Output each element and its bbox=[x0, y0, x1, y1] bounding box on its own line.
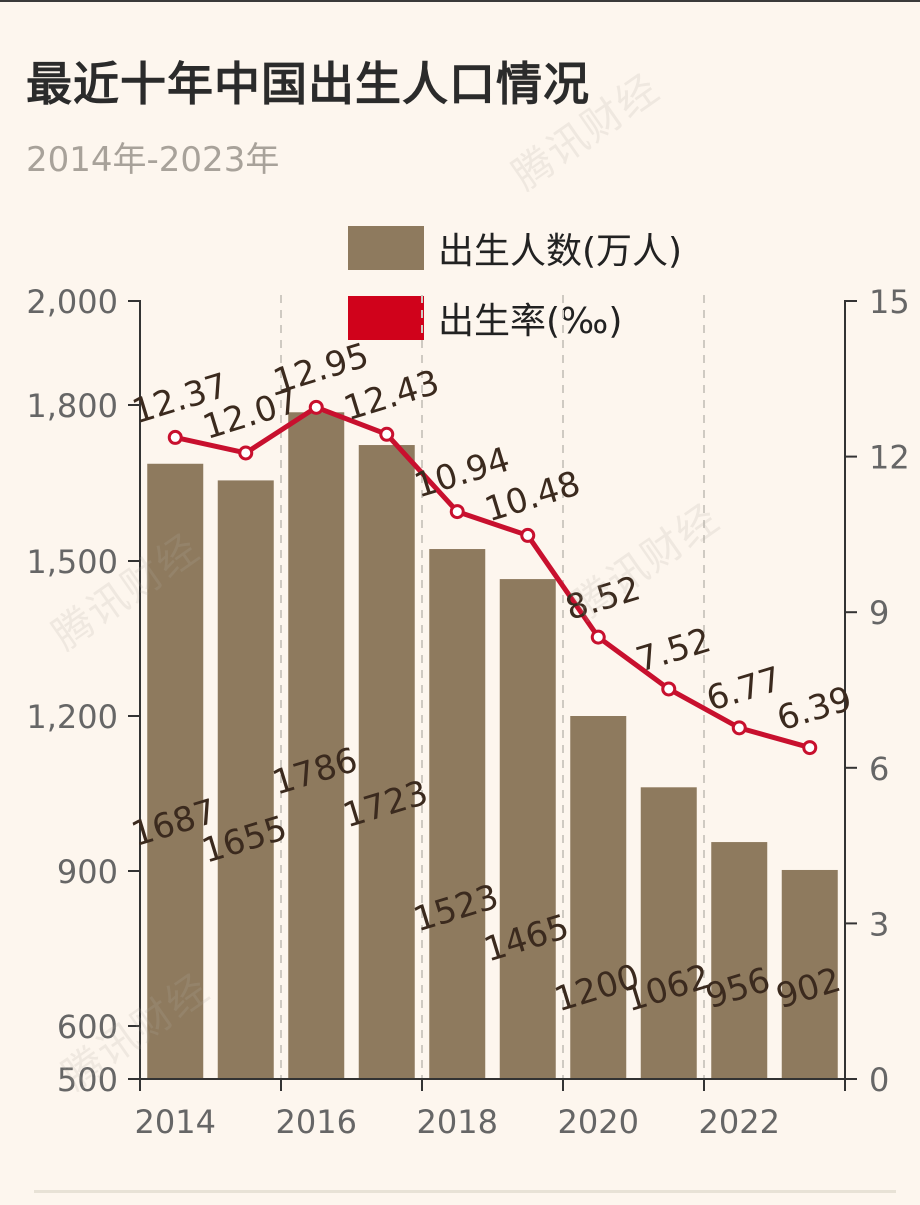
birth-rate-value-label: 7.52 bbox=[631, 620, 715, 680]
bar bbox=[358, 445, 415, 1079]
bar bbox=[217, 480, 274, 1079]
chart-subtitle: 2014年-2023年 bbox=[26, 140, 280, 180]
birth-rate-point bbox=[379, 426, 395, 442]
birth-rate-point bbox=[520, 527, 536, 543]
bar bbox=[570, 716, 627, 1079]
bottom-rule bbox=[34, 1190, 896, 1193]
bar bbox=[499, 579, 556, 1079]
chart-title: 最近十年中国出生人口情况 bbox=[26, 57, 590, 111]
y-right-tick-label: 12 bbox=[869, 439, 910, 477]
bar bbox=[147, 463, 204, 1079]
birth-rate-point bbox=[590, 629, 606, 645]
bar bbox=[429, 549, 486, 1079]
x-tick-label: 2022 bbox=[699, 1103, 780, 1141]
y-left-tick-label: 1,800 bbox=[26, 387, 118, 425]
y-left-tick-label: 600 bbox=[57, 1008, 118, 1046]
y-left-tick-label: 1,200 bbox=[26, 698, 118, 736]
x-tick-label: 2016 bbox=[276, 1103, 357, 1141]
bar bbox=[711, 842, 768, 1079]
y-left-tick-label: 500 bbox=[57, 1061, 118, 1099]
birth-rate-value-label: 6.39 bbox=[772, 679, 856, 739]
legend-label-births: 出生人数(万人) bbox=[438, 231, 683, 272]
x-tick-label: 2014 bbox=[135, 1103, 216, 1141]
y-left-tick-label: 2,000 bbox=[26, 283, 118, 321]
birth-rate-point bbox=[731, 720, 747, 736]
birth-rate-point bbox=[802, 740, 818, 756]
birth-rate-point bbox=[449, 504, 465, 520]
legend-swatch-births bbox=[348, 226, 424, 270]
y-right-tick-label: 15 bbox=[869, 283, 910, 321]
birth-rate-point bbox=[238, 445, 254, 461]
y-right-tick-label: 9 bbox=[869, 594, 889, 632]
birth-rate-point bbox=[308, 399, 324, 415]
y-left-tick-label: 1,500 bbox=[26, 543, 118, 581]
bar bbox=[640, 787, 697, 1079]
bar bbox=[781, 869, 838, 1079]
legend-births: 出生人数(万人) bbox=[348, 222, 682, 274]
birth-rate-value-label: 8.52 bbox=[561, 568, 645, 628]
birth-rate-value-label: 6.77 bbox=[702, 659, 786, 719]
birth-rate-line bbox=[174, 404, 811, 750]
top-border bbox=[0, 0, 920, 2]
x-tick-label: 2018 bbox=[417, 1103, 498, 1141]
legend-swatch-birth-rate bbox=[348, 296, 424, 340]
legend-label-birth-rate: 出生率(‰) bbox=[438, 301, 623, 342]
y-right-tick-label: 0 bbox=[869, 1061, 889, 1099]
x-tick-label: 2020 bbox=[558, 1103, 639, 1141]
birth-rate-point bbox=[167, 429, 183, 445]
y-right-tick-label: 3 bbox=[869, 905, 889, 943]
birth-rate-point bbox=[661, 681, 677, 697]
y-left-tick-label: 900 bbox=[57, 853, 118, 891]
legend-birth-rate: 出生率(‰) bbox=[348, 292, 622, 344]
y-right-tick-label: 6 bbox=[869, 750, 889, 788]
bar bbox=[288, 412, 345, 1079]
